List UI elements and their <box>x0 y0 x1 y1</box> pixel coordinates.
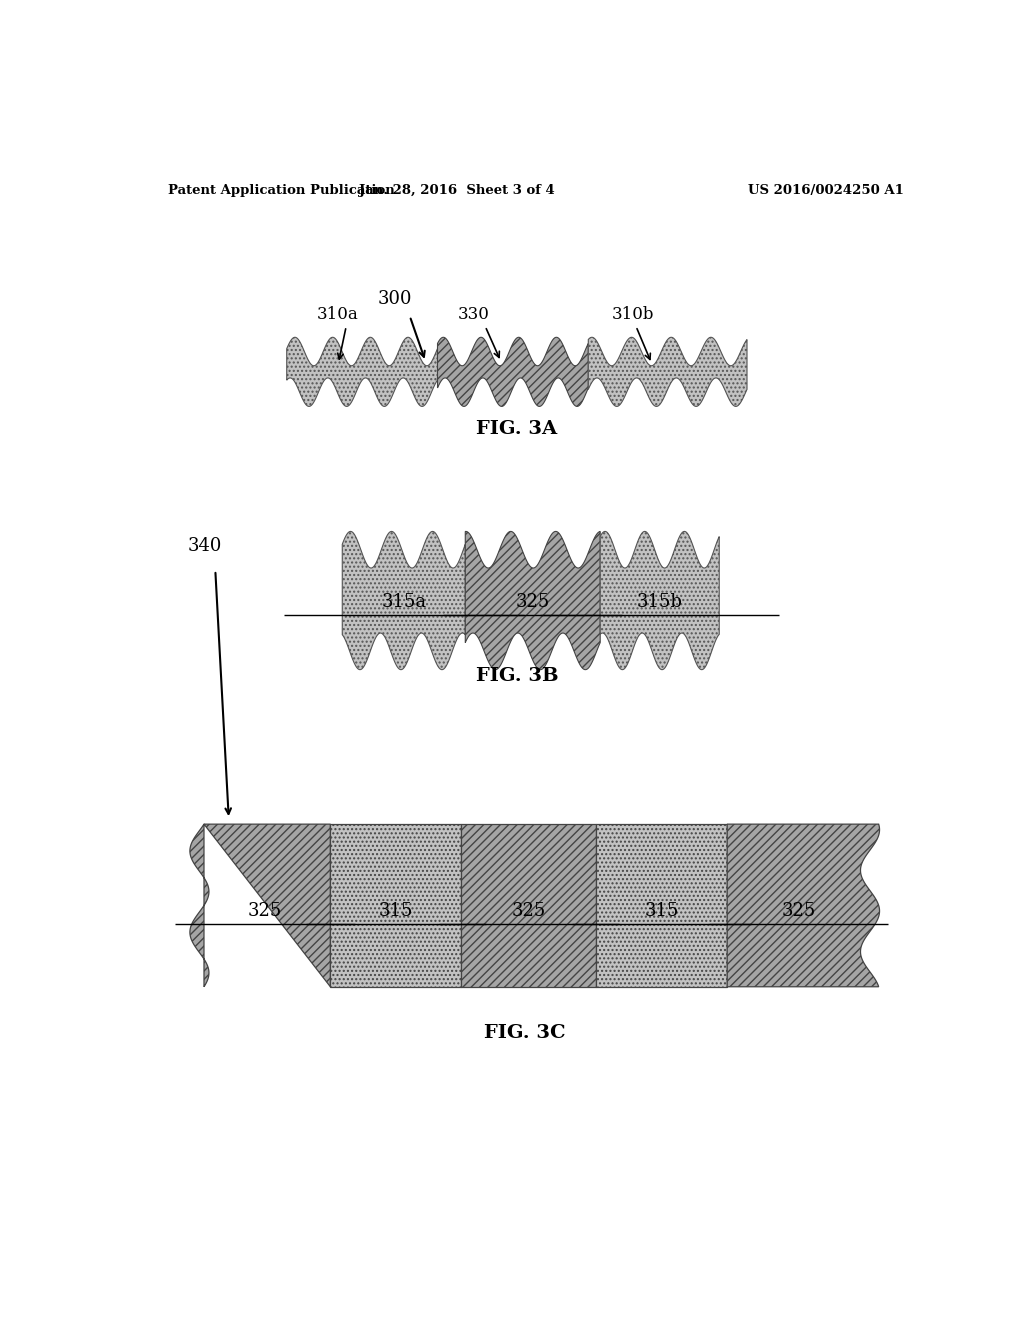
Polygon shape <box>465 532 600 669</box>
Text: 315: 315 <box>379 902 413 920</box>
Polygon shape <box>189 824 331 987</box>
Text: FIG. 3B: FIG. 3B <box>475 667 558 685</box>
Text: 315a: 315a <box>382 593 427 611</box>
Polygon shape <box>596 824 727 987</box>
Text: 330: 330 <box>458 306 489 323</box>
Text: 315: 315 <box>644 902 679 920</box>
Text: 310b: 310b <box>612 306 654 323</box>
Polygon shape <box>727 824 880 987</box>
Polygon shape <box>331 824 461 987</box>
Text: Jan. 28, 2016  Sheet 3 of 4: Jan. 28, 2016 Sheet 3 of 4 <box>359 183 555 197</box>
Polygon shape <box>437 338 588 407</box>
Polygon shape <box>287 338 437 407</box>
Polygon shape <box>461 824 596 987</box>
Text: FIG. 3A: FIG. 3A <box>476 420 557 438</box>
Text: 310a: 310a <box>316 306 358 323</box>
Text: 325: 325 <box>781 902 816 920</box>
Text: US 2016/0024250 A1: US 2016/0024250 A1 <box>749 183 904 197</box>
Text: 325: 325 <box>516 593 550 611</box>
Text: 315b: 315b <box>637 593 683 611</box>
Text: Patent Application Publication: Patent Application Publication <box>168 183 394 197</box>
Polygon shape <box>342 532 465 669</box>
Text: 325: 325 <box>512 902 546 920</box>
Text: 325: 325 <box>248 902 282 920</box>
Polygon shape <box>588 338 748 407</box>
Text: 340: 340 <box>187 537 222 554</box>
Text: 300: 300 <box>378 290 413 308</box>
Polygon shape <box>600 532 719 669</box>
Text: FIG. 3C: FIG. 3C <box>484 1024 565 1043</box>
